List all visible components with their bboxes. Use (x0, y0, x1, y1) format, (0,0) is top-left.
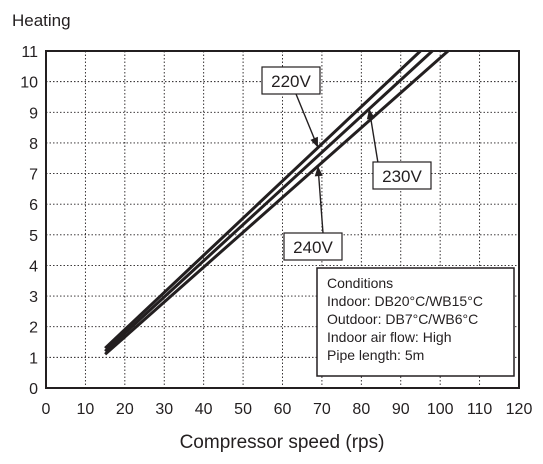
y-tick-label: 7 (29, 167, 38, 184)
y-tick-label: 6 (29, 197, 38, 214)
y-tick-label: 5 (29, 228, 38, 245)
series-lines (104, 49, 450, 356)
callout-220v-label: 220V (271, 72, 311, 91)
callout-240v-box (283, 232, 343, 261)
y-tick-label: 8 (29, 136, 38, 153)
callout-240v-arrow-line (317, 165, 324, 234)
y-tick-label: 4 (29, 258, 38, 275)
conditions-outdoor: Outdoor: DB7°C/WB6°C (327, 311, 478, 327)
conditions-title: Conditions (327, 275, 393, 291)
x-tick-label: 40 (195, 401, 213, 418)
x-axis-label: Compressor speed (rps) (180, 432, 385, 453)
y-tick-label: 10 (20, 75, 38, 92)
y-tick-label: 2 (29, 320, 38, 337)
x-tick-label: 110 (467, 401, 493, 418)
x-tick-label: 90 (392, 401, 410, 418)
x-tick-label: 30 (155, 401, 173, 418)
x-tick-label: 60 (274, 401, 292, 418)
series-line-220v (104, 49, 422, 350)
y-tick-label: 11 (21, 44, 38, 61)
series-line-240v (104, 49, 450, 356)
callout-arrows (295, 93, 379, 234)
callout-240v-label: 240V (293, 238, 333, 257)
y-tick-label: 3 (29, 289, 38, 306)
callout-220v-box (261, 66, 321, 95)
series-line-230v (104, 49, 434, 353)
conditions-box (316, 267, 515, 377)
chart-title: Heating (12, 11, 71, 30)
x-tick-label: 20 (116, 401, 134, 418)
callout-230v-box (372, 161, 432, 190)
callout-240v-arrow-head (314, 166, 323, 177)
y-tick-label: 9 (29, 105, 38, 122)
callout-230v-label: 230V (382, 167, 422, 186)
x-tick-labels: 0 10 20 30 40 50 60 70 80 90 100 110 120 (42, 401, 533, 418)
y-tick-label: 0 (29, 381, 38, 398)
x-tick-label: 120 (506, 401, 533, 418)
x-tick-label: 80 (352, 401, 370, 418)
x-tick-label: 10 (77, 401, 95, 418)
y-tick-label: 1 (29, 350, 38, 367)
plot-frame (45, 50, 520, 389)
x-tick-label: 70 (313, 401, 331, 418)
callout-230v-arrow-head (366, 108, 375, 120)
x-tick-label: 0 (42, 401, 51, 418)
x-tick-label: 50 (234, 401, 252, 418)
callout-220v-arrow-head (310, 136, 318, 148)
conditions-airflow: Indoor air flow: High (327, 329, 452, 345)
y-tick-labels: 0 1 2 3 4 5 6 7 8 9 10 11 (20, 44, 38, 398)
conditions-pipe: Pipe length: 5m (327, 347, 424, 363)
x-tick-label: 100 (427, 401, 454, 418)
conditions-indoor: Indoor: DB20°C/WB15°C (327, 293, 483, 309)
